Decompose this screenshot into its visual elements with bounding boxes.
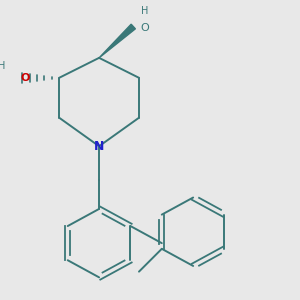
Text: H: H [0, 61, 6, 71]
Text: H: H [141, 6, 148, 16]
Text: O: O [140, 23, 149, 33]
Polygon shape [99, 24, 135, 58]
Text: O: O [20, 73, 30, 83]
Text: N: N [94, 140, 104, 153]
